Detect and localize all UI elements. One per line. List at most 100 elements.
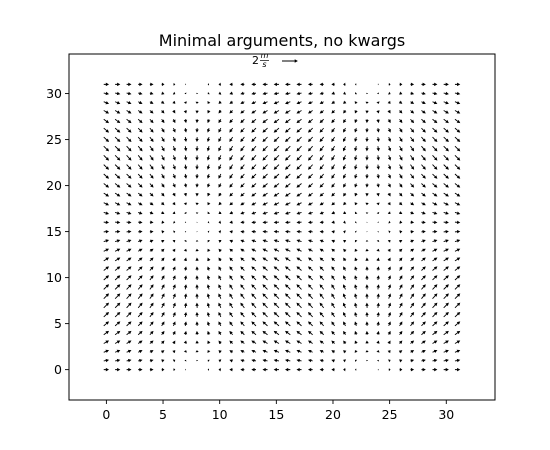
quiver-arrow xyxy=(319,136,325,143)
quiver-arrow xyxy=(273,211,280,215)
quiver-arrow xyxy=(296,101,302,105)
quiver-arrow xyxy=(207,368,210,371)
quiver-arrow xyxy=(421,230,426,234)
quiver-arrow xyxy=(285,311,291,318)
quiver-arrow xyxy=(195,110,199,114)
quiver-arrow xyxy=(273,82,279,87)
quiver-arrow xyxy=(195,146,199,152)
quiver-arrow xyxy=(103,229,110,234)
quiver-arrow xyxy=(172,359,176,363)
quiver-arrow xyxy=(410,330,415,336)
quiver-arrow xyxy=(195,202,199,206)
quiver-arrow xyxy=(399,82,403,87)
quiver-arrow xyxy=(251,330,257,336)
quiver-arrow xyxy=(421,220,426,224)
quiver-arrow xyxy=(161,284,165,290)
quiver-arrow xyxy=(377,83,379,86)
quiver-arrow xyxy=(376,321,380,326)
quiver-arrow xyxy=(421,164,426,170)
quiver-arrow xyxy=(421,302,426,309)
quiver-arrow xyxy=(229,248,233,253)
quiver-arrow xyxy=(126,164,132,170)
quiver-arrow xyxy=(296,82,302,87)
quiver-arrow xyxy=(331,330,335,336)
quiver-arrow xyxy=(262,367,268,372)
quiver-arrow xyxy=(229,164,234,170)
quiver-arrow xyxy=(443,202,449,206)
quiver-arrow xyxy=(172,127,176,133)
quiver-arrow xyxy=(399,359,403,363)
quiver-arrow xyxy=(126,100,132,105)
quiver-arrow xyxy=(319,321,324,327)
quiver-arrow xyxy=(365,330,369,335)
quiver-arrow xyxy=(137,257,143,262)
quiver-arrow xyxy=(262,275,268,281)
quiver-arrow xyxy=(149,367,154,372)
quiver-arrow xyxy=(308,257,313,262)
quiver-arrow xyxy=(296,202,302,206)
quiver-arrow xyxy=(354,128,358,133)
quiver-arrow xyxy=(149,127,154,133)
quiver-arrow xyxy=(399,145,403,152)
quiver-arrow xyxy=(387,293,392,299)
quiver-arrow xyxy=(376,202,380,206)
quiver-arrow xyxy=(354,350,358,353)
quiver-arrow xyxy=(354,293,358,299)
quiver-arrow xyxy=(240,367,245,372)
quiver-arrow xyxy=(443,266,449,271)
quiver-arrow xyxy=(103,321,110,327)
quiver-arrow xyxy=(308,239,313,243)
quiver-arrow xyxy=(387,183,391,188)
quiver-arrow xyxy=(319,248,324,252)
quiver-arrow xyxy=(273,275,280,281)
quiver-arrow xyxy=(296,340,302,344)
quiver-arrow xyxy=(432,82,438,87)
quiver-arrow xyxy=(319,311,325,318)
quiver-arrow xyxy=(114,145,121,152)
quiver-arrow xyxy=(319,192,324,197)
quiver-arrow xyxy=(387,321,391,327)
quiver-arrow xyxy=(137,136,143,143)
quiver-arrow xyxy=(308,248,313,252)
quiver-arrow xyxy=(388,82,391,86)
quiver-arrow xyxy=(443,220,449,225)
quiver-arrow xyxy=(262,211,268,215)
quiver-arrow xyxy=(421,183,426,188)
quiver-arrow xyxy=(114,211,121,215)
quiver-arrow xyxy=(421,211,426,215)
quiver-arrow xyxy=(161,340,165,345)
quiver-arrow xyxy=(399,155,403,161)
quiver-arrow xyxy=(161,257,165,262)
quiver-arrow xyxy=(399,173,403,179)
quiver-arrow xyxy=(172,293,176,299)
quiver-arrow xyxy=(161,91,165,95)
quiver-arrow xyxy=(443,293,449,299)
quiver-arrow xyxy=(149,321,154,327)
quiver-arrow xyxy=(262,173,268,179)
quiver-arrow xyxy=(331,350,335,354)
quiver-arrow xyxy=(410,127,415,133)
quiver-arrow xyxy=(354,368,357,371)
quiver-arrow xyxy=(376,192,380,197)
quiver-arrow xyxy=(376,128,380,133)
quiver-arrow xyxy=(308,230,313,234)
quiver-arrow xyxy=(240,359,245,363)
quiver-arrow xyxy=(273,164,280,170)
quiver-arrow xyxy=(319,230,324,234)
quiver-arrow xyxy=(376,146,380,152)
quiver-arrow xyxy=(207,359,210,362)
quiver-arrow xyxy=(343,340,347,345)
quiver-arrow xyxy=(365,240,369,242)
quiver-arrow xyxy=(454,248,461,252)
quiver-arrow xyxy=(376,257,380,262)
quiver-arrow xyxy=(126,220,132,225)
quiver-arrow xyxy=(114,192,121,197)
quiver-arrow xyxy=(149,220,154,224)
quiver-arrow xyxy=(149,239,154,243)
quiver-arrow xyxy=(229,100,234,104)
quiver-arrow xyxy=(126,239,132,243)
quiver-arrow xyxy=(229,82,233,87)
quiver-arrow xyxy=(126,136,132,143)
quiver-arrow xyxy=(399,293,403,299)
quiver-arrow xyxy=(137,202,143,206)
